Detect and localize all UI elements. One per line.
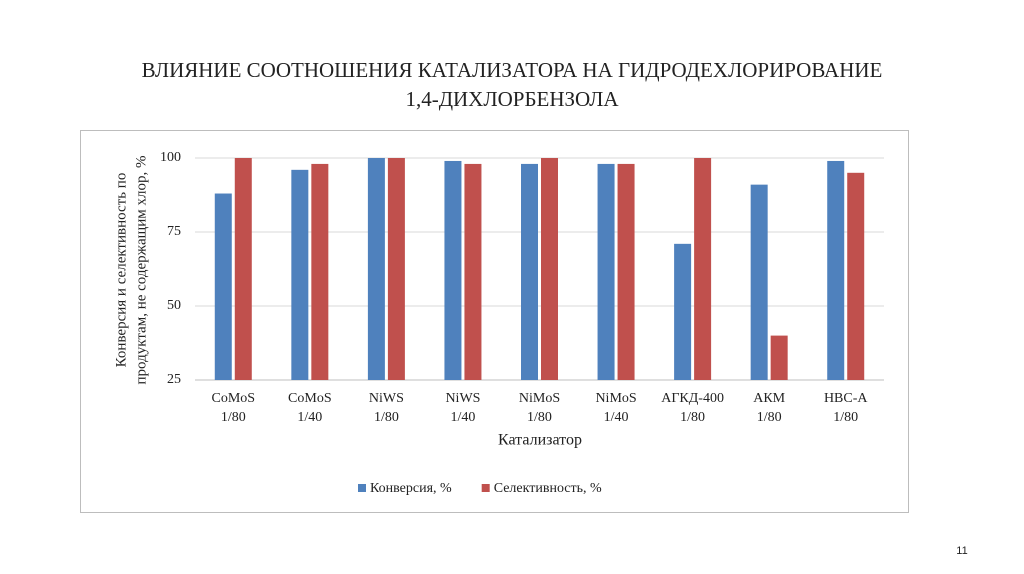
y-tick-label: 50 xyxy=(167,298,181,313)
bar xyxy=(234,158,252,380)
bar xyxy=(617,163,635,380)
x-tick-label: АКМ xyxy=(753,391,785,406)
x-tick-label: 1/40 xyxy=(297,410,322,425)
x-tick-label: NiMoS xyxy=(595,391,636,406)
legend-label: Селективность, % xyxy=(494,481,602,496)
bar xyxy=(291,169,309,380)
bar xyxy=(311,163,329,380)
legend-label: Конверсия, % xyxy=(370,481,452,496)
slide-number: 11 xyxy=(956,545,967,557)
x-tick-label: 1/40 xyxy=(450,410,475,425)
bar xyxy=(521,163,538,380)
x-tick-label: NiWS xyxy=(369,391,404,406)
bar xyxy=(597,163,615,380)
bar xyxy=(541,158,558,380)
x-tick-label: 1/80 xyxy=(757,410,782,425)
y-axis-label: Конверсия и селективность по xyxy=(113,173,129,368)
bar xyxy=(444,160,462,380)
x-tick-label: АГКД-400 xyxy=(661,391,724,406)
title-line: 1,4-ДИХЛОРБЕНЗОЛА xyxy=(405,87,619,111)
title-line: ВЛИЯНИЕ СООТНОШЕНИЯ КАТАЛИЗАТОРА НА ГИДР… xyxy=(142,58,883,82)
x-axis-label: Катализатор xyxy=(498,432,582,449)
bar xyxy=(827,160,845,380)
x-tick-label: CoMoS xyxy=(211,391,255,406)
x-tick-label: 1/80 xyxy=(680,410,705,425)
x-tick-label: 1/80 xyxy=(527,410,552,425)
x-tick-label: 1/80 xyxy=(374,410,399,425)
bar xyxy=(214,193,232,380)
x-tick-label: 1/80 xyxy=(833,410,858,425)
chart-frame xyxy=(80,130,909,513)
legend-swatch xyxy=(358,484,366,492)
y-tick-label: 75 xyxy=(167,224,181,239)
bar xyxy=(387,158,405,380)
x-tick-label: CoMoS xyxy=(288,391,332,406)
x-tick-label: 1/80 xyxy=(221,410,246,425)
y-tick-label: 25 xyxy=(167,372,181,387)
y-axis-label: продуктам, не содержащим хлор, % xyxy=(133,156,149,385)
legend-swatch xyxy=(481,484,490,492)
x-tick-label: 1/40 xyxy=(604,410,629,425)
bar xyxy=(770,335,788,380)
bar xyxy=(847,172,865,380)
bar xyxy=(674,243,692,380)
x-tick-label: НВС-А xyxy=(824,391,868,406)
x-tick-label: NiWS xyxy=(445,391,480,406)
bar xyxy=(694,158,712,380)
y-tick-label: 100 xyxy=(160,150,181,165)
bar xyxy=(464,163,482,380)
x-tick-label: NiMoS xyxy=(519,391,560,406)
bar xyxy=(367,158,385,380)
bar xyxy=(750,184,768,380)
